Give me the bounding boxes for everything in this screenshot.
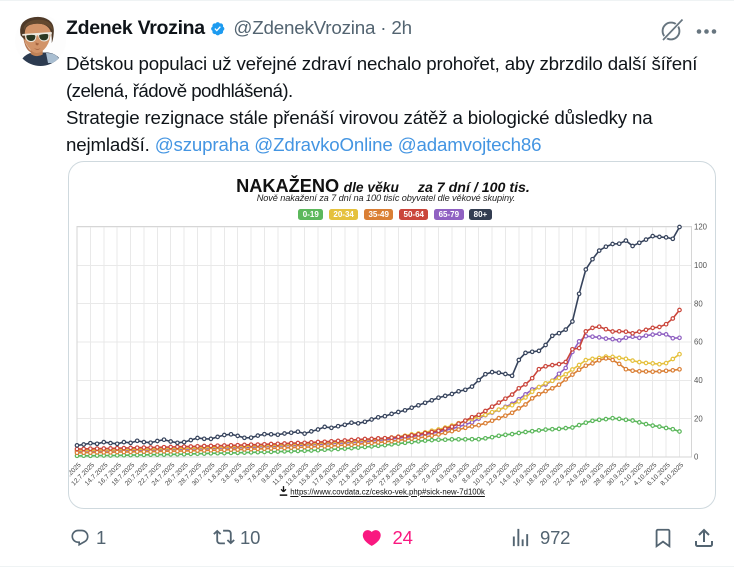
svg-text:80: 80 [694, 299, 703, 308]
svg-text:40: 40 [694, 376, 703, 385]
svg-text:20: 20 [694, 414, 703, 423]
svg-text:60: 60 [694, 338, 703, 347]
svg-text:0: 0 [694, 453, 699, 462]
svg-text:120: 120 [694, 223, 708, 232]
svg-text:100: 100 [694, 261, 708, 270]
